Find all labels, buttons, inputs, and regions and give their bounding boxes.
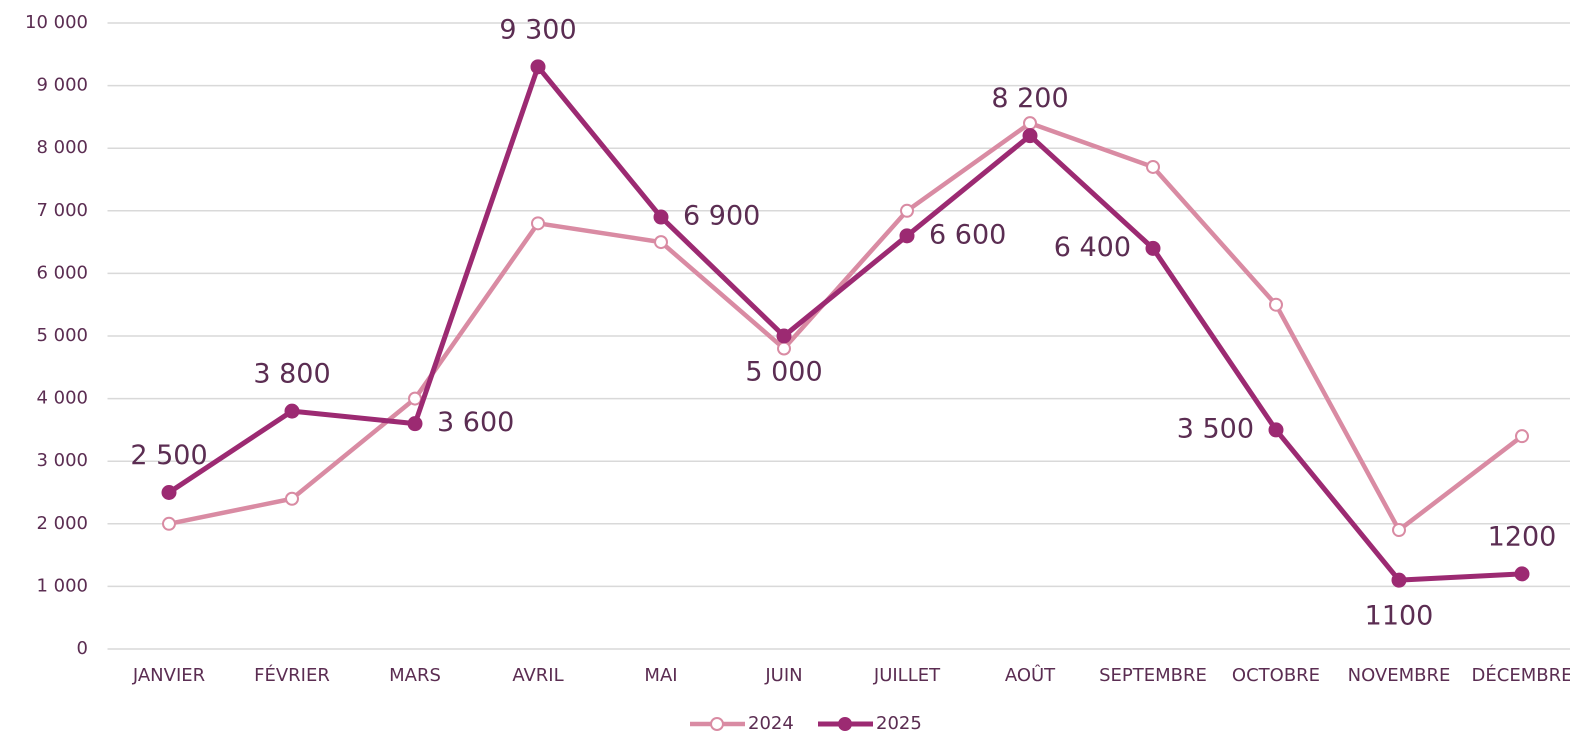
data-label: 2 500 xyxy=(130,440,207,471)
x-tick-label: JANVIER xyxy=(132,665,205,686)
marker xyxy=(777,341,791,356)
x-tick-label: NOVEMBRE xyxy=(1348,665,1451,686)
marker xyxy=(1022,128,1038,144)
y-tick-label: 3 000 xyxy=(36,450,88,471)
marker xyxy=(1514,566,1530,582)
data-label: 6 900 xyxy=(683,201,760,232)
data-label: 3 800 xyxy=(253,359,330,390)
x-tick-label: DÉCEMBRE xyxy=(1472,664,1570,686)
x-tick-label: MARS xyxy=(389,665,441,686)
y-tick-label: 2 000 xyxy=(36,513,88,534)
x-tick-label: OCTOBRE xyxy=(1232,665,1320,686)
marker xyxy=(900,203,914,218)
marker xyxy=(285,491,299,506)
data-label: 6 400 xyxy=(1054,232,1131,263)
x-tick-label: FÉVRIER xyxy=(254,664,330,686)
data-label: 5 000 xyxy=(745,357,822,388)
marker xyxy=(1515,429,1529,444)
x-tick-label: AOÛT xyxy=(1005,664,1056,686)
x-tick-label: JUILLET xyxy=(873,665,941,686)
marker xyxy=(1268,422,1284,438)
legend-label: 2024 xyxy=(748,713,794,734)
y-tick-label: 1 000 xyxy=(36,575,88,596)
marker xyxy=(1391,572,1407,588)
line xyxy=(167,64,1523,583)
data-label: 1200 xyxy=(1488,521,1557,552)
data-label: 3 600 xyxy=(437,407,514,438)
marker xyxy=(653,209,669,225)
y-tick-label: 7 000 xyxy=(36,200,88,221)
marker xyxy=(531,216,545,231)
x-tick-label: AVRIL xyxy=(512,665,563,686)
y-tick-label: 0 xyxy=(77,638,88,659)
marker xyxy=(654,235,668,250)
marker xyxy=(530,59,546,75)
line xyxy=(168,120,1524,533)
y-tick-label: 4 000 xyxy=(36,388,88,409)
data-label: 3 500 xyxy=(1177,413,1254,444)
x-tick-label: JUIN xyxy=(764,665,802,686)
x-tick-label: MAI xyxy=(644,665,677,686)
marker xyxy=(408,391,422,406)
marker xyxy=(899,228,915,244)
marker xyxy=(162,516,176,531)
marker xyxy=(1146,159,1160,174)
y-tick-label: 6 000 xyxy=(36,262,88,283)
marker xyxy=(776,328,792,344)
x-tick-label: SEPTEMBRE xyxy=(1099,665,1207,686)
data-label: 8 200 xyxy=(991,83,1068,114)
marker xyxy=(284,403,300,419)
y-tick-label: 5 000 xyxy=(36,325,88,346)
legend-label: 2025 xyxy=(876,713,922,734)
y-tick-label: 10 000 xyxy=(25,12,88,33)
data-label: 6 600 xyxy=(929,219,1006,250)
marker xyxy=(1269,297,1283,312)
data-label: 1100 xyxy=(1365,601,1434,632)
data-label: 9 300 xyxy=(499,14,576,45)
y-tick-label: 9 000 xyxy=(36,75,88,96)
marker xyxy=(1145,240,1161,256)
legend-marker xyxy=(838,717,852,731)
marker xyxy=(1023,116,1037,131)
legend-marker xyxy=(710,717,724,731)
marker xyxy=(161,485,177,500)
marker xyxy=(1392,523,1406,538)
y-tick-label: 8 000 xyxy=(36,137,88,158)
marker xyxy=(407,416,423,432)
